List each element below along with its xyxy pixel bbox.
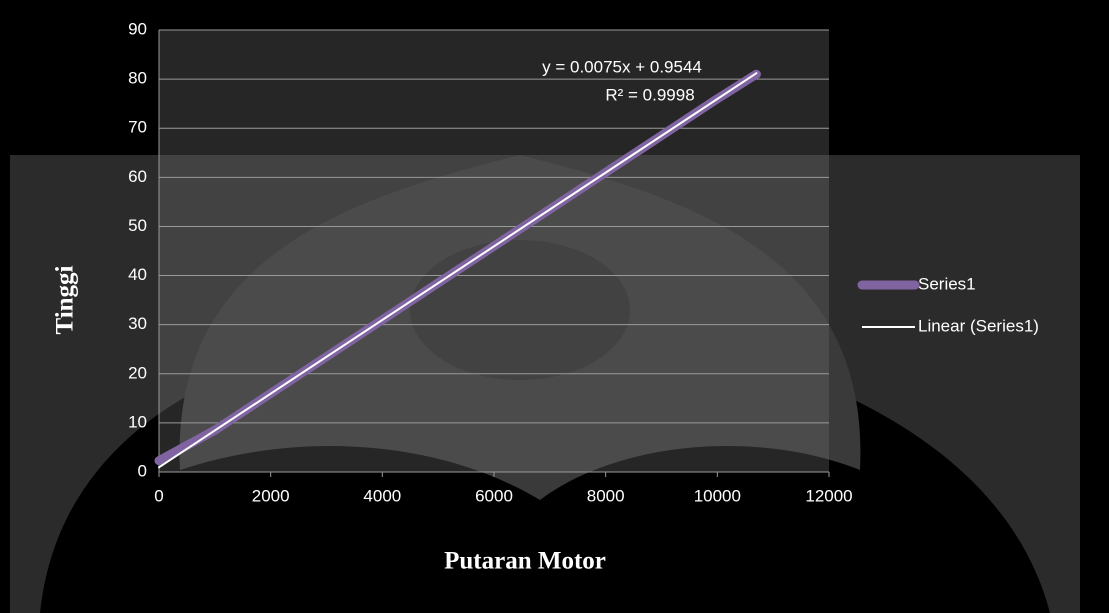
x-tick-label: 4000	[363, 486, 401, 505]
y-tick-label: 0	[138, 461, 147, 480]
y-tick-label: 10	[128, 412, 147, 431]
legend-label: Series1	[918, 274, 976, 293]
y-tick-label: 30	[128, 314, 147, 333]
y-tick-label: 80	[128, 69, 147, 88]
x-tick-label: 8000	[587, 486, 625, 505]
x-tick-label: 6000	[475, 486, 513, 505]
x-tick-label: 12000	[805, 486, 852, 505]
x-axis-title: Putaran Motor	[444, 548, 606, 575]
y-tick-label: 50	[128, 216, 147, 235]
chart: Tinggi Putaran Motor y = 0.0075x + 0.954…	[0, 0, 1109, 613]
y-tick-label: 90	[128, 19, 147, 38]
y-tick-label: 20	[128, 363, 147, 382]
x-tick-label: 0	[154, 486, 163, 505]
legend-label: Linear (Series1)	[918, 316, 1039, 335]
x-tick-label: 10000	[694, 486, 741, 505]
y-axis-title: Tinggi	[52, 265, 79, 334]
y-tick-label: 70	[128, 118, 147, 137]
y-tick-label: 60	[128, 167, 147, 186]
r-squared-label: R² = 0.9998	[605, 85, 694, 104]
x-tick-label: 2000	[252, 486, 290, 505]
equation-label: y = 0.0075x + 0.9544	[542, 57, 702, 76]
y-tick-label: 40	[128, 265, 147, 284]
